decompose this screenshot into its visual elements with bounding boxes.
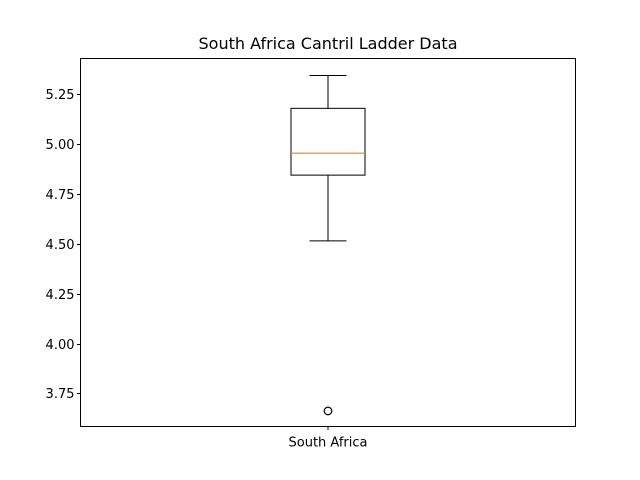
y-tick-label: 4.50 xyxy=(46,238,75,253)
outlier-point xyxy=(323,406,333,416)
y-tick-label: 5.25 xyxy=(46,88,75,103)
iqr-box xyxy=(290,107,366,176)
y-tick-label: 4.00 xyxy=(46,338,75,353)
x-tick-label: South Africa xyxy=(289,436,368,451)
chart-title: South Africa Cantril Ladder Data xyxy=(199,34,458,53)
x-axis: South Africa xyxy=(289,426,368,451)
y-tick-label: 4.25 xyxy=(46,288,75,303)
y-tick-label: 4.75 xyxy=(46,188,75,203)
y-tick-label: 5.00 xyxy=(46,138,75,153)
boxplot-series xyxy=(290,74,366,416)
y-tick-label: 3.75 xyxy=(46,387,75,402)
y-axis: 3.75 4.00 4.25 4.50 4.75 5.00 5.25 xyxy=(46,88,81,402)
